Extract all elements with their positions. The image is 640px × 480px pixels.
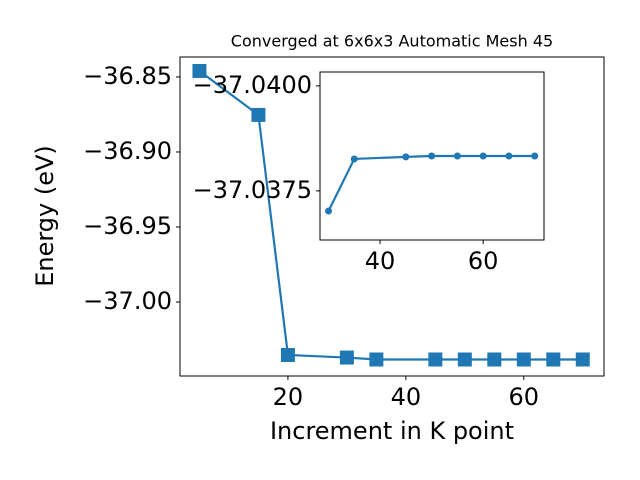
marker [487,352,502,367]
marker [339,350,354,365]
marker [546,352,561,367]
y-tick-label: −36.85 [83,62,172,90]
marker [251,107,266,122]
marker [457,352,472,367]
x-tick-label: 20 [273,383,304,411]
marker [479,152,487,160]
marker [325,207,333,215]
x-tick-label: 60 [468,247,499,275]
marker [350,155,358,163]
marker [428,152,436,160]
marker [453,152,461,160]
y-tick-label: −37.0375 [193,176,312,204]
x-tick-label: 40 [391,383,422,411]
line [327,154,535,212]
marker [531,152,539,160]
marker [428,352,443,367]
x-tick-label: 40 [365,247,396,275]
marker [575,352,590,367]
chart-title: Converged at 6x6x3 Automatic Mesh 45 [231,32,553,51]
marker [192,63,207,78]
y-tick-label: −36.95 [83,212,172,240]
marker [516,352,531,367]
y-tick-label: −37.0400 [193,71,312,99]
y-tick-label: −37.00 [83,287,172,315]
y-tick-label: −36.90 [83,137,172,165]
x-axis-label: Increment in K point [270,417,514,445]
marker [280,347,295,362]
marker [505,152,513,160]
marker [402,153,410,161]
x-tick-label: 60 [509,383,540,411]
y-axis-label: Energy (eV) [31,145,59,287]
marker [369,352,384,367]
